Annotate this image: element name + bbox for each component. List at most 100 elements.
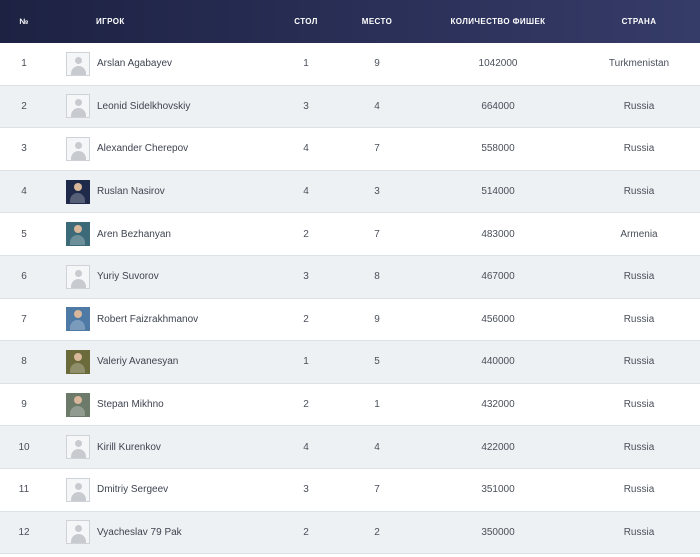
row-player: Stepan Mikhno: [48, 392, 276, 417]
row-chips: 664000: [481, 100, 515, 112]
header-chips[interactable]: КОЛИЧЕСТВО ФИШЕК: [450, 17, 546, 26]
row-num: 9: [21, 399, 27, 411]
row-country: Russia: [623, 441, 655, 453]
row-place: 7: [374, 484, 380, 496]
row-num: 5: [21, 228, 27, 240]
row-country: Russia: [623, 356, 655, 368]
row-player: Ruslan Nasirov: [48, 179, 276, 204]
row-country: Armenia: [620, 228, 658, 240]
table-row[interactable]: 7 Robert Faizrakhmanov 2 9 456000 Russia: [0, 299, 700, 342]
default-avatar-icon[interactable]: [66, 477, 90, 502]
row-table: 3: [303, 484, 309, 496]
row-country: Russia: [623, 484, 655, 496]
table-row[interactable]: 9 Stepan Mikhno 2 1 432000 Russia: [0, 384, 700, 427]
row-country: Russia: [623, 526, 655, 538]
player-name[interactable]: Stepan Mikhno: [97, 399, 164, 411]
default-avatar-icon[interactable]: [66, 435, 90, 460]
row-table: 3: [303, 271, 309, 283]
row-chips: 514000: [481, 186, 515, 198]
header-country[interactable]: СТРАНА: [621, 17, 657, 26]
player-photo-avatar[interactable]: [66, 179, 90, 204]
row-chips: 422000: [481, 441, 515, 453]
table-row[interactable]: 3 Alexander Cherepov 4 7 558000 Russia: [0, 128, 700, 171]
row-num: 2: [21, 100, 27, 112]
row-place: 9: [374, 313, 380, 325]
default-avatar-icon[interactable]: [66, 136, 90, 161]
row-table: 2: [303, 526, 309, 538]
player-photo-avatar[interactable]: [66, 222, 90, 247]
row-country: Russia: [623, 313, 655, 325]
player-name[interactable]: Dmitriy Sergeev: [97, 484, 169, 496]
table-row[interactable]: 5 Aren Bezhanyan 2 7 483000 Armenia: [0, 213, 700, 256]
player-name[interactable]: Leonid Sidelkhovskiy: [97, 100, 191, 112]
row-place: 7: [374, 143, 380, 155]
row-table: 4: [303, 186, 309, 198]
row-place: 1: [374, 399, 380, 411]
row-chips: 351000: [481, 484, 515, 496]
row-chips: 456000: [481, 313, 515, 325]
row-player: Robert Faizrakhmanov: [48, 307, 276, 332]
row-chips: 467000: [481, 271, 515, 283]
default-avatar-icon[interactable]: [66, 520, 90, 545]
header-player[interactable]: ИГРОК: [96, 17, 125, 26]
row-player: Arslan Agabayev: [48, 51, 276, 76]
default-avatar-icon[interactable]: [66, 94, 90, 119]
row-country: Russia: [623, 271, 655, 283]
table-body: 1 Arslan Agabayev 1 9 1042000 Turkmenistan 2 Le…: [0, 43, 700, 555]
player-name[interactable]: Aren Bezhanyan: [97, 228, 171, 240]
row-num: 8: [21, 356, 27, 368]
row-table: 2: [303, 313, 309, 325]
row-player: Dmitriy Sergeev: [48, 477, 276, 502]
row-player: Alexander Cherepov: [48, 136, 276, 161]
player-name[interactable]: Yuriy Suvorov: [97, 271, 159, 283]
row-country: Russia: [623, 100, 655, 112]
row-player: Leonid Sidelkhovskiy: [48, 94, 276, 119]
table-row[interactable]: 4 Ruslan Nasirov 4 3 514000 Russia: [0, 170, 700, 214]
row-place: 7: [374, 228, 380, 240]
row-player: Kirill Kurenkov: [48, 435, 276, 460]
row-num: 1: [21, 58, 27, 70]
row-country: Turkmenistan: [608, 58, 670, 70]
row-num: 6: [21, 271, 27, 283]
row-place: 4: [374, 441, 380, 453]
table-row[interactable]: 10 Kirill Kurenkov 4 4 422000 Russia: [0, 426, 700, 469]
row-player: Yuriy Suvorov: [48, 264, 276, 289]
player-name[interactable]: Vyacheslav 79 Pak: [97, 526, 182, 538]
player-photo-avatar[interactable]: [66, 392, 90, 417]
row-place: 3: [374, 186, 380, 198]
row-table: 2: [303, 228, 309, 240]
row-num: 12: [18, 526, 30, 538]
row-country: Russia: [623, 143, 655, 155]
row-chips: 350000: [481, 526, 515, 538]
table-row[interactable]: 1 Arslan Agabayev 1 9 1042000 Turkmenistan: [0, 43, 700, 86]
header-place[interactable]: МЕСТО: [361, 17, 393, 26]
row-country: Russia: [623, 186, 655, 198]
table-row[interactable]: 6 Yuriy Suvorov 3 8 467000 Russia: [0, 255, 700, 299]
player-name[interactable]: Robert Faizrakhmanov: [97, 313, 199, 325]
player-name[interactable]: Kirill Kurenkov: [97, 441, 161, 453]
row-place: 5: [374, 356, 380, 368]
header-table[interactable]: СТОЛ: [294, 17, 318, 26]
row-chips: 483000: [481, 228, 515, 240]
player-name[interactable]: Arslan Agabayev: [97, 58, 173, 70]
table-row[interactable]: 12 Vyacheslav 79 Pak 2 2 350000 Russia: [0, 511, 700, 555]
row-num: 10: [18, 441, 30, 453]
table-row[interactable]: 11 Dmitriy Sergeev 3 7 351000 Russia: [0, 469, 700, 512]
row-num: 7: [21, 313, 27, 325]
header-num[interactable]: №: [19, 17, 29, 26]
row-num: 3: [21, 143, 27, 155]
player-photo-avatar[interactable]: [66, 349, 90, 374]
table-row[interactable]: 2 Leonid Sidelkhovskiy 3 4 664000 Russia: [0, 85, 700, 129]
row-chips: 440000: [481, 356, 515, 368]
row-chips: 558000: [481, 143, 515, 155]
player-name[interactable]: Alexander Cherepov: [97, 143, 189, 155]
default-avatar-icon[interactable]: [66, 264, 90, 289]
player-photo-avatar[interactable]: [66, 307, 90, 332]
table-row[interactable]: 8 Valeriy Avanesyan 1 5 440000 Russia: [0, 341, 700, 384]
player-name[interactable]: Valeriy Avanesyan: [97, 356, 179, 368]
row-chips: 432000: [481, 399, 515, 411]
player-name[interactable]: Ruslan Nasirov: [97, 186, 165, 198]
row-country: Russia: [623, 399, 655, 411]
table-header: № ИГРОК СТОЛ МЕСТО КОЛИЧЕСТВО ФИШЕК СТРА…: [0, 0, 700, 43]
default-avatar-icon[interactable]: [66, 51, 90, 76]
